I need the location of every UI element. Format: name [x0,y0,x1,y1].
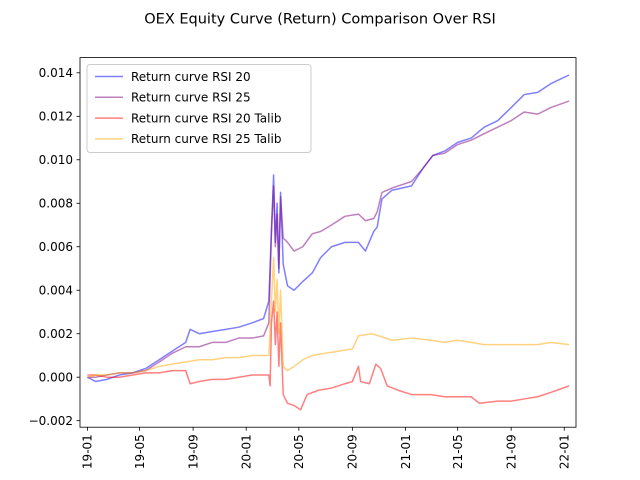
x-axis: 19-01 19-05 19-09 20-01 20-05 20-09 21-01 21-05… [81,427,572,469]
y-tick-label: 0.004 [39,284,73,298]
x-tick-label: 20-09 [346,434,360,469]
legend-label: Return curve RSI 25 Talib [131,132,281,146]
y-tick-label: 0.000 [39,370,73,384]
x-tick-label: 22-01 [558,434,572,469]
chart-title: OEX Equity Curve (Return) Comparison Ove… [144,12,495,28]
x-tick-label: 21-01 [399,434,413,469]
y-tick-label: 0.002 [39,327,73,341]
legend-label: Return curve RSI 20 [131,70,251,84]
x-tick-label: 20-05 [292,434,306,469]
legend-label: Return curve RSI 20 Talib [131,111,281,125]
y-tick-label: −0.002 [29,414,73,428]
y-tick-label: 0.014 [39,66,73,80]
plot-frame [79,57,577,428]
y-tick-label: 0.006 [39,240,73,254]
y-axis: −0.002 0.000 0.002 0.004 0.006 0.008 0.010 0.01… [29,66,80,428]
x-tick-label: 21-05 [451,434,465,469]
plot-lines [87,74,570,411]
series-line-4 [87,256,570,378]
x-tick-label: 19-01 [81,434,95,469]
legend-box [86,64,312,153]
legend: Return curve RSI 20 Return curve RSI 25 Re… [86,64,312,153]
y-tick-label: 0.012 [39,110,73,124]
series-line-1 [87,74,570,383]
series-line-3 [87,300,570,411]
x-tick-label: 20-01 [240,434,254,469]
y-tick-label: 0.008 [39,197,73,211]
x-tick-label: 21-09 [504,434,518,469]
legend-label: Return curve RSI 25 [131,91,251,105]
y-tick-label: 0.010 [39,153,73,167]
series-line-2 [87,100,570,378]
x-tick-label: 19-05 [133,434,147,469]
x-tick-label: 19-09 [186,434,200,469]
